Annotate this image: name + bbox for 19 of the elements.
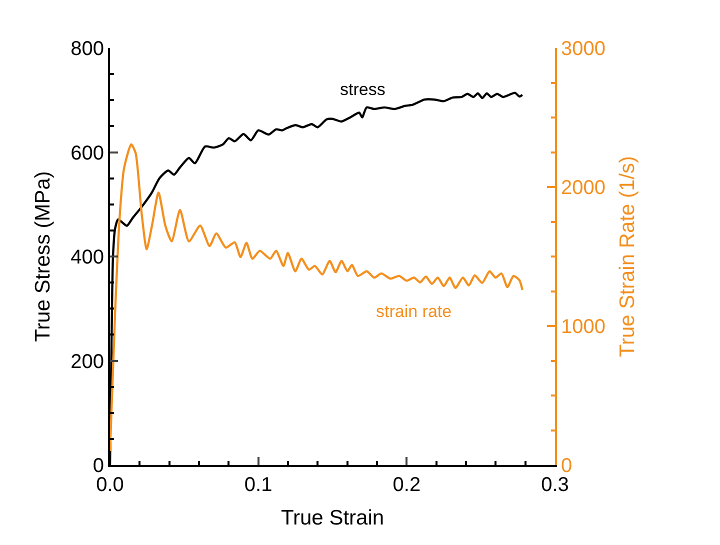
y-axis-title: True Stress (MPa): [31, 171, 54, 342]
y-tick-label: 200: [70, 350, 104, 373]
y-tick-label: 0: [92, 455, 104, 477]
y2-tick-label: 1000: [561, 316, 606, 338]
y2-tick-label: 3000: [561, 38, 606, 60]
y2-axis-title: True Strain Rate (1/s): [616, 156, 640, 358]
line-series: [110, 143, 524, 452]
x-tick-label: 0.1: [244, 474, 272, 496]
x-tick-label: 0.0: [96, 474, 124, 496]
x-axis-title: True Strain: [280, 506, 384, 530]
series-label: strain rate: [376, 302, 452, 321]
series-label: stress: [340, 80, 386, 99]
y-tick-label: 600: [70, 142, 104, 164]
y2-tick-label: 0: [561, 455, 572, 477]
y2-tick-label: 2000: [561, 177, 606, 199]
y-tick-label: 800: [70, 38, 104, 60]
y-tick-label: 400: [70, 246, 104, 268]
x-tick-label: 0.2: [392, 474, 421, 496]
x-tick-label: 0.3: [541, 474, 569, 496]
